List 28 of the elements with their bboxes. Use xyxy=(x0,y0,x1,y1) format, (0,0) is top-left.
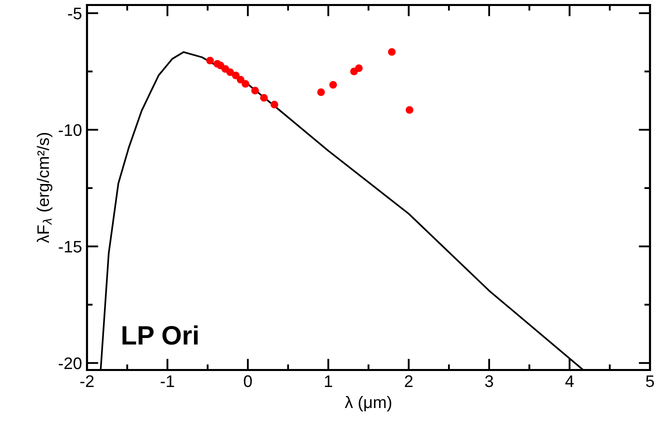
point xyxy=(242,80,250,88)
x-tick-label: 4 xyxy=(565,375,574,387)
point xyxy=(317,88,325,96)
point xyxy=(388,48,396,56)
point xyxy=(206,56,214,64)
y-axis-title: λF$_{λ}$ (erg/cm²/s) xyxy=(36,132,52,244)
point xyxy=(329,80,337,89)
y-tick-label: -10 xyxy=(58,124,82,136)
point xyxy=(226,68,234,76)
point xyxy=(251,86,259,94)
point xyxy=(355,64,363,72)
point xyxy=(260,94,268,102)
x-tick-label: 3 xyxy=(485,375,494,388)
point xyxy=(236,76,244,84)
y-tick-label: -15 xyxy=(58,240,82,253)
x-tick-label: -2 xyxy=(80,375,94,387)
point xyxy=(232,72,240,80)
point xyxy=(406,106,414,114)
annotation: LP Ori xyxy=(122,325,198,345)
x-tick-label: 5 xyxy=(646,375,654,388)
x-tick-label: 0 xyxy=(244,375,252,388)
x-axis-title: λ (μm) xyxy=(344,396,392,412)
x-tick-label: 1 xyxy=(324,375,332,387)
x-tick-label: 2 xyxy=(404,375,413,387)
x-tick-label: -1 xyxy=(160,375,174,387)
point xyxy=(270,100,278,108)
y-tick-label: -20 xyxy=(58,357,82,370)
y-tick-label: -5 xyxy=(68,8,82,20)
